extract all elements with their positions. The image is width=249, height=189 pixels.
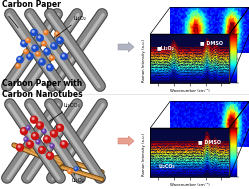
Circle shape — [32, 132, 39, 140]
Circle shape — [43, 42, 44, 44]
Text: Carbon Paper with
Carbon Nanotubes: Carbon Paper with Carbon Nanotubes — [2, 79, 83, 99]
Circle shape — [39, 146, 46, 153]
Circle shape — [25, 138, 26, 139]
Circle shape — [48, 154, 50, 156]
Circle shape — [45, 50, 47, 52]
Circle shape — [26, 38, 30, 43]
Circle shape — [50, 144, 54, 148]
Circle shape — [62, 142, 64, 144]
Circle shape — [31, 29, 37, 36]
Circle shape — [51, 145, 52, 146]
Circle shape — [24, 137, 28, 141]
Circle shape — [69, 170, 70, 171]
Circle shape — [39, 59, 45, 65]
Circle shape — [20, 128, 27, 135]
Circle shape — [33, 134, 35, 136]
Circle shape — [42, 129, 46, 133]
Circle shape — [37, 35, 43, 41]
Circle shape — [28, 54, 30, 56]
Circle shape — [27, 53, 33, 60]
Circle shape — [24, 49, 28, 54]
Circle shape — [51, 57, 52, 58]
Circle shape — [36, 140, 40, 144]
Circle shape — [68, 169, 72, 174]
Circle shape — [36, 52, 40, 56]
Circle shape — [33, 46, 35, 48]
Circle shape — [37, 141, 38, 142]
Circle shape — [17, 65, 18, 66]
Circle shape — [57, 37, 63, 44]
Circle shape — [74, 167, 78, 171]
Bar — [150, 128, 229, 177]
Circle shape — [45, 137, 47, 139]
Text: Li₂O₂: Li₂O₂ — [72, 174, 85, 183]
Circle shape — [32, 30, 34, 32]
Circle shape — [61, 141, 67, 148]
Text: Carbon Paper: Carbon Paper — [2, 0, 61, 9]
Circle shape — [51, 43, 57, 49]
Circle shape — [58, 126, 60, 128]
Bar — [150, 34, 229, 83]
Circle shape — [18, 58, 20, 60]
Circle shape — [62, 54, 64, 56]
Circle shape — [16, 144, 23, 151]
Circle shape — [17, 56, 23, 63]
Circle shape — [25, 50, 26, 52]
Circle shape — [37, 122, 44, 129]
Circle shape — [75, 168, 76, 169]
Circle shape — [43, 130, 44, 131]
Circle shape — [57, 124, 63, 131]
Circle shape — [56, 33, 57, 34]
Circle shape — [16, 64, 20, 68]
Circle shape — [22, 129, 24, 131]
Text: Raman Intensity (a.u.): Raman Intensity (a.u.) — [142, 38, 146, 82]
Circle shape — [40, 60, 42, 62]
Circle shape — [45, 31, 46, 32]
Circle shape — [32, 118, 34, 120]
Circle shape — [21, 40, 27, 47]
Text: Li₂CO₃: Li₂CO₃ — [49, 103, 81, 121]
Circle shape — [42, 41, 46, 46]
Circle shape — [48, 66, 50, 68]
Circle shape — [18, 146, 20, 148]
Circle shape — [32, 45, 38, 52]
Text: Wavenumber (cm⁻¹): Wavenumber (cm⁻¹) — [170, 89, 210, 93]
Polygon shape — [118, 42, 134, 52]
Circle shape — [40, 148, 42, 150]
Circle shape — [58, 39, 60, 40]
Circle shape — [44, 48, 50, 55]
Text: Wavenumber (cm⁻¹): Wavenumber (cm⁻¹) — [170, 183, 210, 187]
Circle shape — [44, 136, 51, 143]
Circle shape — [37, 53, 38, 54]
Circle shape — [52, 44, 54, 46]
Circle shape — [26, 126, 30, 130]
Circle shape — [22, 42, 24, 44]
Circle shape — [44, 30, 48, 35]
Circle shape — [38, 123, 40, 125]
Circle shape — [52, 132, 54, 134]
Circle shape — [55, 32, 59, 36]
Polygon shape — [118, 136, 134, 146]
Circle shape — [61, 53, 67, 60]
Circle shape — [30, 116, 38, 123]
Circle shape — [27, 127, 28, 128]
Circle shape — [38, 36, 40, 38]
Text: Raman Intensity (a.u.): Raman Intensity (a.u.) — [142, 132, 146, 176]
Circle shape — [26, 141, 34, 148]
Circle shape — [27, 39, 28, 40]
Circle shape — [47, 152, 54, 159]
Circle shape — [47, 64, 53, 71]
Text: Li₂O₂: Li₂O₂ — [56, 16, 87, 36]
Circle shape — [28, 142, 30, 144]
Circle shape — [51, 130, 58, 137]
Circle shape — [50, 56, 54, 60]
